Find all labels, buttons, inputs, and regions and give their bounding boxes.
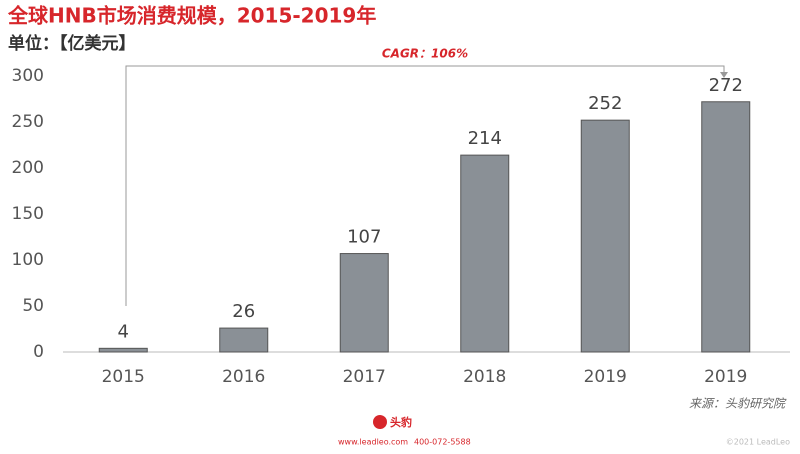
bar [339,253,389,353]
bar [98,347,148,353]
footer-brand: 头豹 [390,415,412,429]
chart-subtitle: 单位：【亿美元】 [8,33,136,54]
y-tick-label: 250 [12,112,44,132]
cagr-arrow-head [720,72,728,78]
value-label: 214 [468,128,502,149]
value-label: 107 [347,227,381,248]
bar [580,119,630,353]
x-tick-label: 2015 [102,367,145,387]
x-tick-label: 2019 [584,367,627,387]
bar [219,327,269,353]
footer-website: www.leadleo.com [338,438,408,447]
x-tick-label: 2019 [704,367,747,387]
bar [460,154,510,353]
footer-phone: 400-072-5588 [414,438,471,447]
x-tick-label: 2017 [343,367,386,387]
value-label: 26 [232,301,255,322]
chart-title: 全球HNB市场消费规模，2015-2019年 [7,4,376,28]
y-tick-label: 100 [12,250,44,270]
x-tick-label: 2016 [222,367,265,387]
y-tick-label: 300 [12,66,44,86]
cagr-arrow [125,65,725,306]
source: 来源：头豹研究院 [689,397,787,411]
footer: 头豹 www.leadleo.com 400-072-5588 ©2021 Le… [338,415,790,447]
value-label: 4 [118,321,129,342]
y-tick-label: 0 [33,342,44,362]
x-tick-label: 2018 [463,367,506,387]
y-tick-label: 200 [12,158,44,178]
y-tick-label: 50 [22,296,44,316]
cagr-annotation: CAGR：106% [382,47,468,61]
footer-copyright: ©2021 LeadLeo [726,438,790,447]
value-label: 252 [588,93,622,114]
bar [701,101,751,353]
footer-logo [373,415,387,429]
y-tick-label: 150 [12,204,44,224]
value-label: 272 [709,75,743,96]
